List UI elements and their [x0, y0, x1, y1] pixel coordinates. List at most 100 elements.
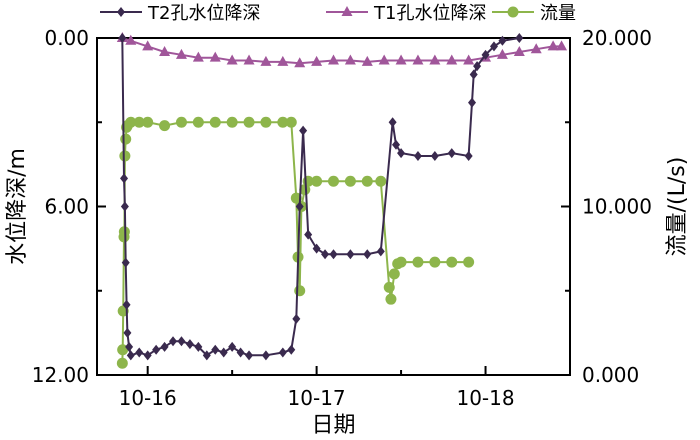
- series-line: [121, 37, 562, 65]
- data-point: [192, 116, 204, 128]
- data-point: [468, 97, 477, 108]
- data-point: [123, 327, 132, 338]
- data-point: [219, 347, 228, 358]
- data-point: [122, 299, 131, 310]
- legend-item: T1孔水位降深: [326, 3, 486, 24]
- legend-marker: [341, 6, 353, 16]
- data-point: [388, 268, 400, 280]
- legend-label: T2孔水位降深: [147, 3, 260, 24]
- data-point: [194, 341, 203, 352]
- data-point: [385, 293, 397, 305]
- data-point: [530, 43, 542, 54]
- x-tick-label: 10-16: [119, 386, 177, 410]
- legend-marker: [117, 7, 125, 17]
- data-point: [496, 48, 508, 59]
- legend: T2孔水位降深 T1孔水位降深 流量: [100, 3, 576, 24]
- series-layer: [116, 32, 568, 369]
- data-point: [261, 350, 270, 361]
- data-point: [464, 150, 473, 161]
- data-point: [285, 116, 297, 128]
- data-point: [209, 51, 221, 62]
- data-point: [211, 344, 220, 355]
- data-point: [294, 285, 306, 297]
- x-tick-label: 10-18: [456, 386, 514, 410]
- data-point: [133, 116, 145, 128]
- data-point: [392, 139, 401, 150]
- data-point: [413, 150, 422, 161]
- y-left-axis-title: 水位降深/m: [5, 148, 30, 265]
- y-right-tick-label: 0.000: [582, 363, 639, 387]
- data-point: [312, 243, 321, 254]
- data-point: [278, 347, 287, 358]
- series-flow: [116, 116, 475, 369]
- legend-label: 流量: [540, 3, 576, 24]
- data-point: [118, 33, 127, 43]
- data-point: [177, 336, 186, 347]
- y-left-tick-label: 0.00: [44, 26, 89, 50]
- data-point: [556, 40, 568, 51]
- data-point: [498, 35, 507, 46]
- data-point: [260, 116, 272, 128]
- data-point: [260, 55, 272, 66]
- data-point: [245, 350, 254, 361]
- y-left-tick-label: 6.00: [44, 195, 89, 219]
- data-point: [328, 54, 339, 65]
- data-point: [294, 57, 306, 68]
- series-line: [121, 37, 520, 357]
- plot-frame: [96, 37, 571, 376]
- data-point: [375, 175, 387, 187]
- data-point: [344, 54, 356, 65]
- data-point: [378, 54, 390, 65]
- data-point: [116, 357, 128, 369]
- data-point: [159, 46, 171, 57]
- data-point: [121, 257, 130, 268]
- series-t1: [116, 32, 568, 68]
- data-point: [447, 148, 456, 159]
- data-point: [383, 281, 395, 293]
- data-point: [429, 256, 441, 268]
- data-point: [395, 256, 407, 268]
- data-point: [463, 256, 475, 268]
- data-point: [321, 249, 330, 260]
- data-point: [192, 51, 204, 62]
- data-point: [120, 173, 129, 184]
- data-point: [299, 125, 308, 136]
- data-point: [299, 184, 311, 196]
- data-point: [292, 313, 301, 324]
- labels-group: 0.00 6.00 12.00 20.000 10.000 0.000 10-16 10-17…: [5, 26, 690, 438]
- series-t2: [118, 33, 524, 361]
- data-point: [489, 41, 498, 52]
- data-point: [429, 54, 441, 65]
- data-point: [120, 201, 129, 212]
- data-point: [295, 201, 304, 212]
- data-point: [547, 40, 559, 51]
- data-point: [135, 347, 144, 358]
- data-point: [159, 120, 171, 132]
- data-point: [328, 175, 339, 187]
- y-left-tick-label: 12.00: [32, 363, 89, 387]
- data-point: [120, 133, 132, 145]
- data-point: [226, 116, 238, 128]
- data-point: [412, 54, 424, 65]
- data-point: [209, 116, 221, 128]
- x-axis-title: 日期: [311, 413, 355, 438]
- data-point: [243, 54, 255, 65]
- data-point: [469, 69, 478, 80]
- data-point: [481, 49, 490, 60]
- data-point: [169, 336, 178, 347]
- data-point: [363, 249, 372, 260]
- data-point: [397, 148, 406, 159]
- data-point: [287, 344, 296, 355]
- data-point: [388, 117, 397, 128]
- data-point: [446, 54, 458, 65]
- data-point: [119, 150, 131, 162]
- data-point: [143, 350, 152, 361]
- y-right-axis-title: 流量/(L/s): [665, 157, 690, 257]
- data-point: [311, 55, 323, 66]
- data-point: [463, 54, 475, 65]
- data-point: [395, 54, 407, 65]
- data-point: [160, 341, 169, 352]
- legend-item: T2孔水位降深: [100, 3, 260, 24]
- data-point: [329, 249, 338, 260]
